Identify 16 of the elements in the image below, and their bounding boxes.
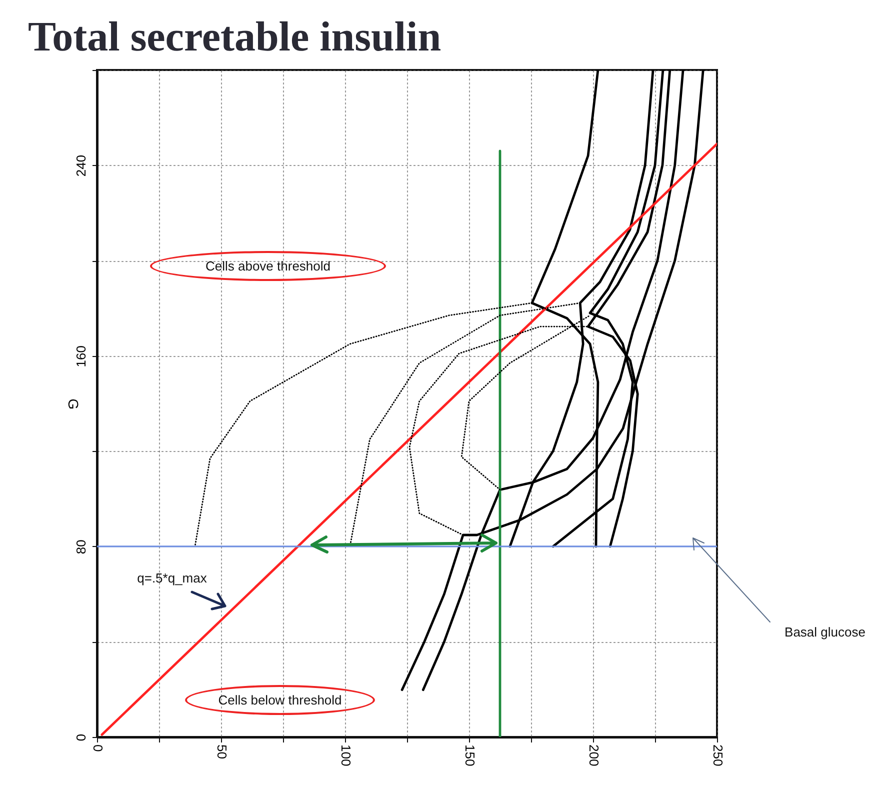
chart-title: Total secretable insulin	[28, 14, 442, 60]
x-tick-label: 200	[586, 744, 602, 766]
annotation: Cells below threshold	[218, 692, 342, 708]
text: Basal glucose	[784, 624, 866, 640]
annotation: Cells above threshold	[205, 258, 331, 274]
y-tick-label: 160	[74, 346, 88, 368]
x-tick-label: 100	[338, 744, 354, 766]
y-tick-label: 80	[74, 540, 88, 554]
x-tick-label: 150	[462, 744, 478, 766]
x-tick-label: 250	[710, 744, 726, 766]
y-tick-label: 0	[74, 734, 88, 742]
x-tick-label: 0	[90, 744, 106, 752]
x-tick-label: 50	[214, 744, 230, 759]
annotation: q=.5*q_max	[137, 570, 207, 586]
y-axis-title: G	[66, 398, 82, 410]
y-tick-label: 240	[74, 154, 88, 177]
